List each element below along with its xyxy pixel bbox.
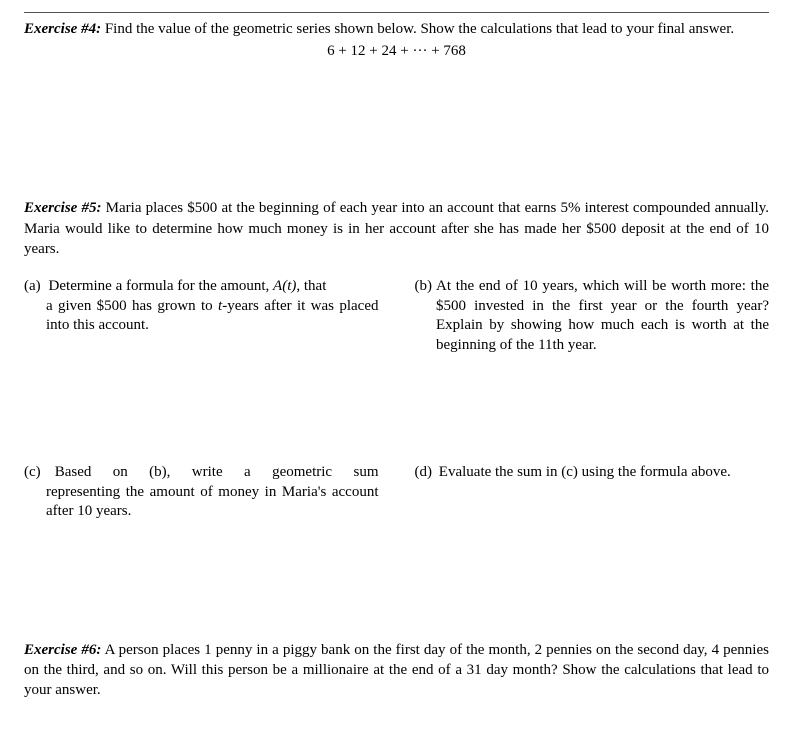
part-a-t1: Determine a formula for the amount,: [49, 278, 274, 294]
exercise-4-label: Exercise #4:: [24, 21, 101, 37]
spacer: [24, 570, 769, 640]
top-rule: [24, 12, 769, 13]
exercise-5: Exercise #5: Maria places $500 at the be…: [24, 198, 769, 521]
exercise-4: Exercise #4: Find the value of the geome…: [24, 19, 769, 60]
spacer: [24, 355, 769, 445]
part-a-line1: Determine a formula for the amount, A(t)…: [49, 277, 379, 297]
part-a-tag: (a): [24, 277, 49, 297]
exercise-5-label: Exercise #5:: [24, 200, 101, 216]
part-c-text-l1: Based on (b), write a geometric sum: [55, 463, 379, 483]
exercise-6-text: A person places 1 penny in a piggy bank …: [24, 642, 769, 699]
exercise-4-text: Find the value of the geometric series s…: [105, 21, 734, 37]
part-a-line2: a given $500 has grown to t-years after …: [24, 297, 379, 336]
exercise-4-prompt: Exercise #4: Find the value of the geome…: [24, 19, 769, 39]
part-c-tag: (c): [24, 463, 55, 483]
part-a-t3: a given $500 has grown to: [46, 298, 218, 314]
exercise-4-formula: 6 + 12 + 24 + ··· + 768: [24, 43, 769, 60]
part-d-tag: (d): [415, 463, 439, 483]
exercise-5-text: Maria places $500 at the beginning of ea…: [24, 200, 769, 257]
part-b-tag: (b): [415, 277, 437, 355]
exercise-5-row-1: (a) Determine a formula for the amount, …: [24, 277, 769, 355]
exercise-6-prompt: Exercise #6: A person places 1 penny in …: [24, 640, 769, 701]
part-a-t2: , that: [296, 278, 326, 294]
exercise-5-row-2: (c) Based on (b), write a geometric sum …: [24, 463, 769, 522]
exercise-5-part-b: (b) At the end of 10 years, which will b…: [415, 277, 770, 355]
exercise-6: Exercise #6: A person places 1 penny in …: [24, 640, 769, 701]
part-b-text: At the end of 10 years, which will be wo…: [436, 277, 769, 355]
part-d-text: Evaluate the sum in (c) using the formul…: [439, 463, 769, 483]
exercise-5-prompt: Exercise #5: Maria places $500 at the be…: [24, 198, 769, 259]
exercise-5-part-c: (c) Based on (b), write a geometric sum …: [24, 463, 379, 522]
exercise-5-part-d: (d) Evaluate the sum in (c) using the fo…: [415, 463, 770, 522]
exercise-6-label: Exercise #6:: [24, 642, 101, 658]
part-c-text-l2: representing the amount of money in Mari…: [24, 483, 379, 522]
spacer: [24, 108, 769, 198]
exercise-5-part-a: (a) Determine a formula for the amount, …: [24, 277, 379, 355]
part-a-fn: A(t): [273, 278, 296, 294]
